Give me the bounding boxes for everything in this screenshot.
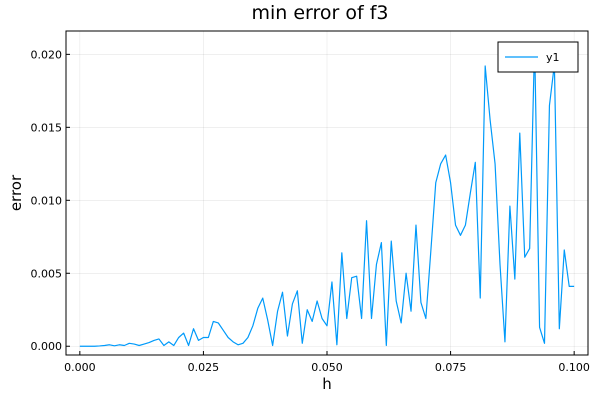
x-axis-label: h [322, 375, 332, 393]
grid [66, 31, 588, 355]
series-line-y1 [79, 42, 575, 347]
y-tick-label: 0.015 [31, 121, 63, 134]
y-tick-label: 0.000 [31, 340, 63, 353]
legend-label-y1: y1 [546, 51, 560, 64]
x-tick-label: 0.075 [435, 361, 467, 374]
x-tick-label: 0.100 [558, 361, 590, 374]
chart-title: min error of f3 [251, 2, 388, 24]
legend: y1 [497, 41, 579, 73]
series-layer [79, 42, 575, 347]
y-tick-label: 0.020 [31, 48, 63, 61]
y-axis-label: error [7, 174, 25, 211]
y-tick-label: 0.010 [31, 194, 63, 207]
x-tick-label: 0.025 [188, 361, 220, 374]
ticks: 0.000 0.025 0.050 0.075 0.100 0.000 0.005 0.010… [31, 48, 590, 374]
y-tick-label: 0.005 [31, 267, 63, 280]
x-tick-label: 0.000 [64, 361, 96, 374]
x-tick-label: 0.050 [311, 361, 343, 374]
